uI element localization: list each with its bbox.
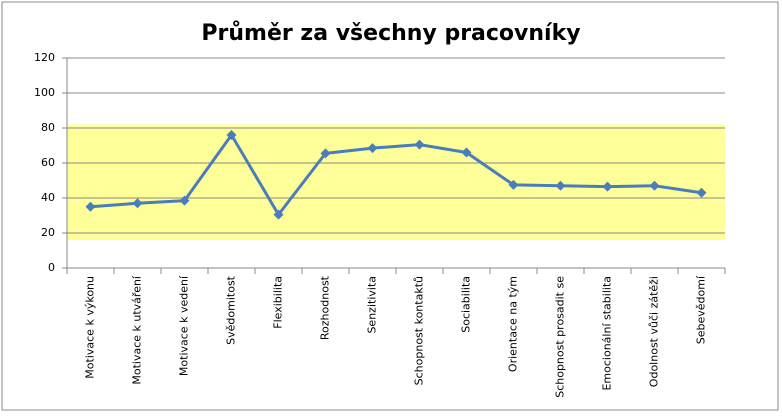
x-tick-label: Orientace na tým — [507, 276, 520, 372]
chart-title: Průměr za všechny pracovníky — [201, 21, 580, 46]
data-point — [226, 130, 237, 140]
data-point — [273, 209, 284, 220]
data-line — [90, 133, 702, 217]
data-point — [461, 147, 472, 158]
x-tick-label: Sociabilita — [460, 276, 473, 333]
y-tick-label: 80 — [41, 121, 55, 134]
y-tick-label: 40 — [41, 191, 55, 204]
data-point — [649, 180, 660, 191]
x-tick-label: Rozhodnost — [319, 275, 332, 340]
y-tick-label: 20 — [41, 226, 55, 239]
x-tick-label: Odolnost vůči zátěži — [648, 276, 661, 387]
x-tick-label: Motivace k vedení — [178, 275, 191, 376]
data-point — [414, 139, 425, 150]
x-tick-label: Flexibilita — [272, 276, 285, 329]
x-tick-label: Svědomitost — [225, 275, 238, 345]
data-point — [320, 148, 331, 159]
x-tick-label: Motivace k výkonu — [84, 276, 97, 379]
x-tick-label: Schopnost kontaktů — [413, 276, 426, 385]
data-point — [555, 180, 566, 191]
x-tick-label: Motivace k utváření — [131, 275, 144, 385]
data-point — [367, 143, 378, 154]
y-tick-label: 120 — [34, 51, 55, 64]
data-point — [508, 179, 519, 190]
x-tick-label: Emocionální stabilita — [601, 276, 614, 391]
x-tick-label: Schopnost prosadit se — [554, 276, 567, 398]
y-tick-label: 60 — [41, 156, 55, 169]
y-tick-label: 0 — [48, 261, 55, 274]
highlight-band — [67, 124, 725, 240]
data-point — [696, 187, 707, 198]
data-point — [179, 195, 190, 206]
data-point — [85, 201, 96, 212]
data-point — [602, 181, 613, 192]
y-tick-label: 100 — [34, 86, 55, 99]
data-point — [132, 198, 143, 209]
x-tick-label: Sebevědomí — [695, 275, 708, 344]
x-tick-label: Senzitivita — [366, 276, 379, 334]
